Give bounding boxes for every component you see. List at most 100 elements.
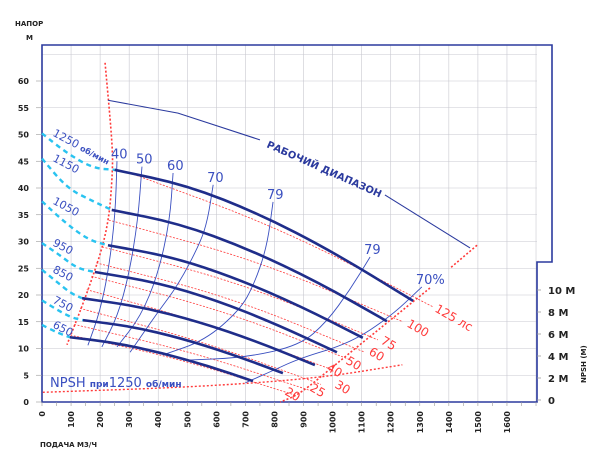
- x-tick-label: 300: [125, 411, 134, 428]
- power-curve: [129, 172, 434, 308]
- speed-curve-value: 750: [51, 294, 76, 315]
- operating-range-line: [384, 194, 471, 249]
- power-curve-value: 100: [405, 316, 432, 340]
- y-axis-title: НАПОР: [15, 20, 43, 28]
- power-curve-label: 75: [379, 333, 399, 353]
- power-curve-label: 60: [367, 344, 387, 364]
- upper-limit-line: [449, 244, 478, 269]
- x-axis-title: ПОДАЧА М3/Ч: [40, 441, 97, 449]
- power-curve: [74, 324, 310, 391]
- power-curve-value: 20: [283, 384, 303, 404]
- npsh-label-part: NPSH: [50, 376, 90, 391]
- npsh-curve: [42, 364, 403, 393]
- y2-tick-label: 6 M: [548, 330, 568, 341]
- speed-curve-extension: [41, 323, 71, 339]
- y-tick-label: 35: [18, 211, 30, 220]
- y-tick-label: 55: [18, 104, 30, 113]
- speed-curve: [114, 168, 414, 302]
- npsh-curve-label: NPSH при1250 об/мин: [50, 376, 182, 391]
- x-tick-label: 100: [67, 411, 76, 428]
- power-curve: [96, 262, 366, 353]
- y-tick-label: 25: [18, 264, 30, 273]
- efficiency-curve-label: 79: [364, 243, 381, 258]
- power-curve-label: 30: [333, 377, 353, 397]
- npsh-label-part: 1250: [109, 376, 146, 391]
- efficiency-curve: [129, 184, 214, 353]
- speed-curve: [82, 318, 284, 375]
- y-tick-label: 10: [18, 345, 30, 354]
- efficiency-curve: [182, 256, 371, 361]
- power-curve-value: 30: [333, 377, 353, 397]
- y-tick-label: 50: [18, 131, 30, 140]
- y2-tick-label: 8 M: [548, 308, 568, 319]
- x-tick-label: 0: [38, 411, 47, 417]
- power-curve-value: 50: [344, 353, 364, 373]
- speed-curve-extension: [41, 200, 109, 247]
- speed-curve: [107, 243, 364, 339]
- npsh-label-part: об/мин: [146, 379, 182, 390]
- power-curve-label: 125лс: [433, 301, 476, 334]
- speed-curve-value: 950: [51, 236, 76, 257]
- series: [41, 62, 478, 403]
- efficiency-curve-label: 40: [111, 147, 128, 162]
- x-tick-label: 1500: [474, 411, 483, 434]
- x-tick-label: 1300: [416, 411, 425, 434]
- x-tick-label: 600: [212, 411, 221, 428]
- y-tick-label: 40: [18, 184, 30, 193]
- power-curve: [91, 275, 351, 361]
- x-tick-label: 500: [183, 411, 192, 428]
- grid: [41, 45, 537, 403]
- power-curve-label: 20: [283, 384, 303, 404]
- x-tick-label: 1600: [503, 411, 512, 434]
- y2-tick-label: 0: [548, 396, 555, 407]
- speed-curve-extension: [41, 242, 96, 274]
- efficiency-curve-label: 50: [136, 153, 153, 168]
- y2-tick-label: 4 M: [548, 352, 568, 363]
- x-tick-label: 700: [241, 411, 250, 428]
- y-axis-unit: М: [26, 34, 33, 42]
- x-tick-label: 1400: [445, 411, 454, 434]
- speed-curve-unit: об/мин: [78, 143, 111, 167]
- x-tick-label: 900: [300, 411, 309, 428]
- speed-curve-extension: [41, 132, 115, 172]
- power-curve-label: 50: [344, 353, 364, 373]
- efficiency-curve-label: 70%: [416, 273, 445, 288]
- y-tick-label: 30: [18, 238, 30, 247]
- speed-curve: [69, 335, 254, 383]
- power-curve: [102, 246, 379, 341]
- speed-curve: [111, 208, 388, 323]
- x-tick-label: 1200: [387, 411, 396, 434]
- power-curve-value: 25: [308, 380, 328, 400]
- x-tick-label: 1100: [358, 411, 367, 434]
- x-tick-label: 200: [96, 411, 105, 428]
- power-curve-unit: лс: [456, 315, 475, 334]
- speed-curve-label: 1050: [51, 195, 82, 220]
- efficiency-curve: [101, 166, 143, 348]
- npsh-label-part: при: [90, 380, 109, 390]
- speed-curve-value: 850: [51, 263, 76, 284]
- y-tick-label: 45: [18, 157, 30, 166]
- speed-curve-label: 950: [51, 236, 76, 257]
- speed-curve-extension: [41, 299, 84, 322]
- x-tick-label: 400: [154, 411, 163, 428]
- efficiency-curve: [116, 172, 174, 348]
- speed-curve-value: 1050: [51, 195, 82, 220]
- speed-curve-value: 1250: [51, 127, 82, 152]
- speed-curve-label: 750: [51, 294, 76, 315]
- operating-range-line: [107, 99, 261, 141]
- speed-curve: [81, 296, 316, 367]
- efficiency-curve-label: 79: [267, 188, 284, 203]
- power-curve-value: 75: [379, 333, 399, 353]
- power-curve: [79, 307, 322, 385]
- power-curve: [70, 334, 295, 396]
- y2-axis-title: NPSH (M): [580, 345, 588, 383]
- efficiency-curve-label: 60: [167, 159, 184, 174]
- speed-curve-extension: [41, 157, 113, 212]
- x-tick-label: 1000: [329, 411, 338, 434]
- efficiency-curve: [87, 161, 118, 346]
- y2-tick-label: 2 M: [548, 374, 568, 385]
- y-tick-label: 20: [18, 291, 30, 300]
